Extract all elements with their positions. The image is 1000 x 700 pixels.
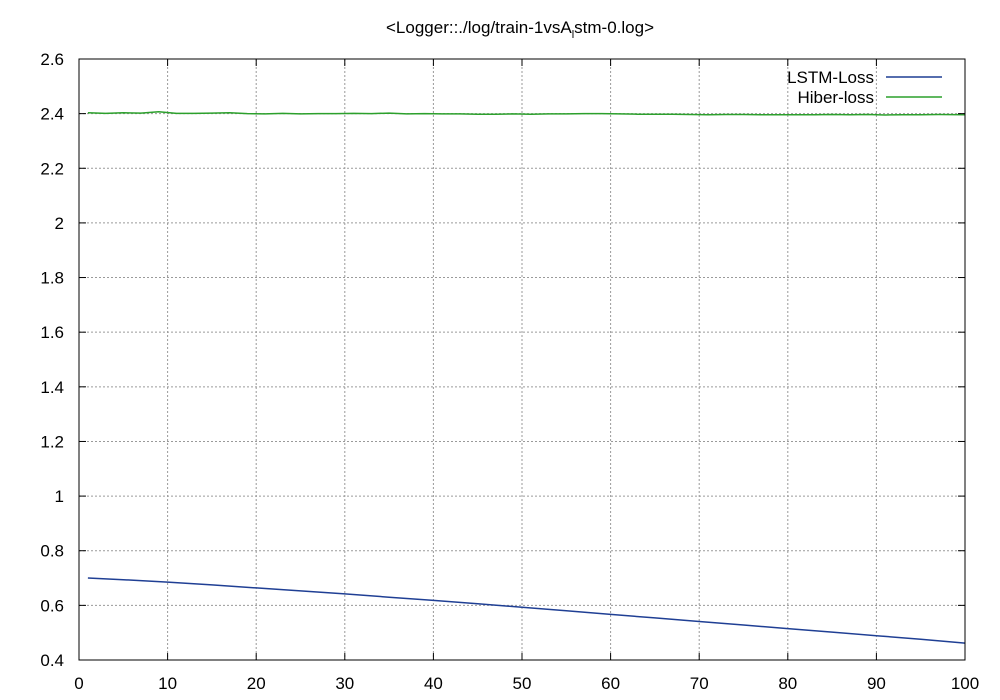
y-tick-label: 0.6 bbox=[40, 596, 64, 615]
y-tick-label: 1.2 bbox=[40, 432, 64, 451]
y-tick-label: 0.8 bbox=[40, 542, 64, 561]
x-tick-label: 20 bbox=[247, 674, 266, 693]
x-tick-label: 50 bbox=[513, 674, 532, 693]
y-tick-label: 2 bbox=[55, 214, 64, 233]
x-tick-label: 30 bbox=[335, 674, 354, 693]
legend-label-lstm-loss: LSTM-Loss bbox=[787, 68, 874, 87]
x-tick-label: 10 bbox=[158, 674, 177, 693]
y-tick-label: 2.2 bbox=[40, 159, 64, 178]
x-tick-label: 60 bbox=[601, 674, 620, 693]
y-tick-label: 1 bbox=[55, 487, 64, 506]
y-tick-label: 2.4 bbox=[40, 105, 64, 124]
x-tick-label: 80 bbox=[778, 674, 797, 693]
grid-lines bbox=[79, 59, 965, 660]
x-tick-label: 70 bbox=[690, 674, 709, 693]
y-tick-label: 1.6 bbox=[40, 323, 64, 342]
series-line-lstm-loss bbox=[87, 577, 966, 644]
y-tick-label: 1.4 bbox=[40, 378, 64, 397]
x-tick-label: 90 bbox=[867, 674, 886, 693]
series-line-hiber-loss bbox=[87, 110, 966, 116]
chart-title: <Logger::./log/train-1vsAlstm-0.log> bbox=[386, 18, 654, 41]
y-tick-label: 1.8 bbox=[40, 269, 64, 288]
legend-label-hiber-loss: Hiber-loss bbox=[797, 88, 874, 107]
series-lines bbox=[87, 110, 966, 644]
y-tick-label: 2.6 bbox=[40, 50, 64, 69]
y-tick-label: 0.4 bbox=[40, 651, 64, 670]
x-tick-label: 100 bbox=[951, 674, 979, 693]
axis-ticks: 0 10 20 30 40 50 60 70 80 90 100 0.4 0.6 0.8 1 1.2 1.4 1.… bbox=[40, 50, 979, 693]
x-tick-label: 40 bbox=[424, 674, 443, 693]
x-tick-label: 0 bbox=[74, 674, 83, 693]
